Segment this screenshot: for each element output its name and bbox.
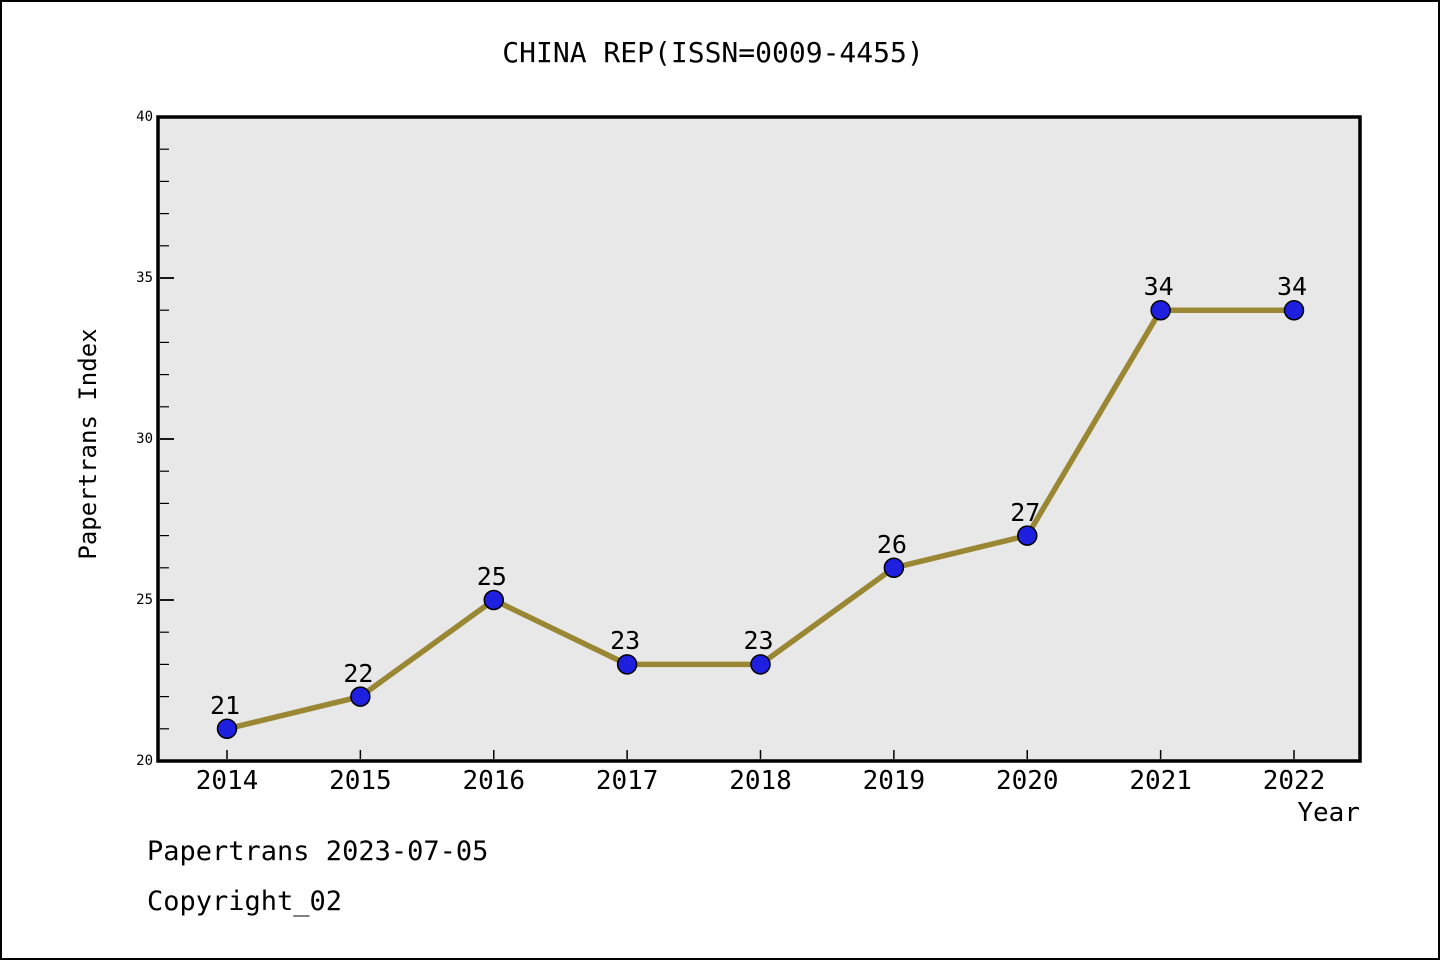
footer-date: Papertrans 2023-07-05 — [147, 836, 489, 867]
data-point-marker — [483, 589, 504, 611]
data-point-marker — [616, 654, 638, 675]
data-point-label: 34 — [1276, 272, 1308, 302]
y-tick-label: 30 — [136, 431, 153, 447]
data-point-label: 26 — [876, 529, 907, 559]
x-tick-label: 2016 — [462, 766, 526, 796]
x-tick-label: 2018 — [729, 766, 792, 796]
data-point-marker — [750, 654, 771, 675]
footer-copyright: Copyright_02 — [147, 886, 343, 917]
data-point-label: 22 — [343, 658, 374, 688]
x-tick-label: 2022 — [1262, 766, 1326, 796]
data-point-marker — [350, 686, 371, 707]
data-point-label: 25 — [476, 562, 507, 591]
y-tick-label: 35 — [136, 270, 153, 286]
y-tick-label: 40 — [136, 109, 153, 125]
data-point-marker — [216, 718, 238, 740]
x-tick-label: 2015 — [329, 766, 392, 796]
chart-title: CHINA REP(ISSN=0009-4455) — [502, 36, 924, 69]
plot-background — [158, 117, 1360, 761]
plot-border — [156, 115, 1362, 763]
data-point-marker — [883, 557, 905, 579]
data-point-label: 34 — [1143, 272, 1174, 302]
x-axis-label: Year — [1297, 798, 1360, 828]
x-tick-label: 2014 — [195, 766, 259, 796]
x-tick-label: 2019 — [862, 766, 926, 796]
y-tick-label: 25 — [136, 592, 153, 608]
y-tick-label: 20 — [136, 753, 153, 769]
data-point-label: 23 — [610, 626, 641, 656]
data-point-label: 23 — [743, 626, 774, 656]
data-point-marker — [1017, 525, 1038, 546]
x-tick-label: 2017 — [595, 766, 659, 796]
data-point-marker — [1283, 299, 1305, 321]
data-point-marker — [1150, 299, 1171, 321]
data-point-label: 21 — [209, 690, 241, 720]
x-tick-label: 2020 — [995, 766, 1059, 796]
x-tick-label: 2021 — [1129, 766, 1192, 796]
